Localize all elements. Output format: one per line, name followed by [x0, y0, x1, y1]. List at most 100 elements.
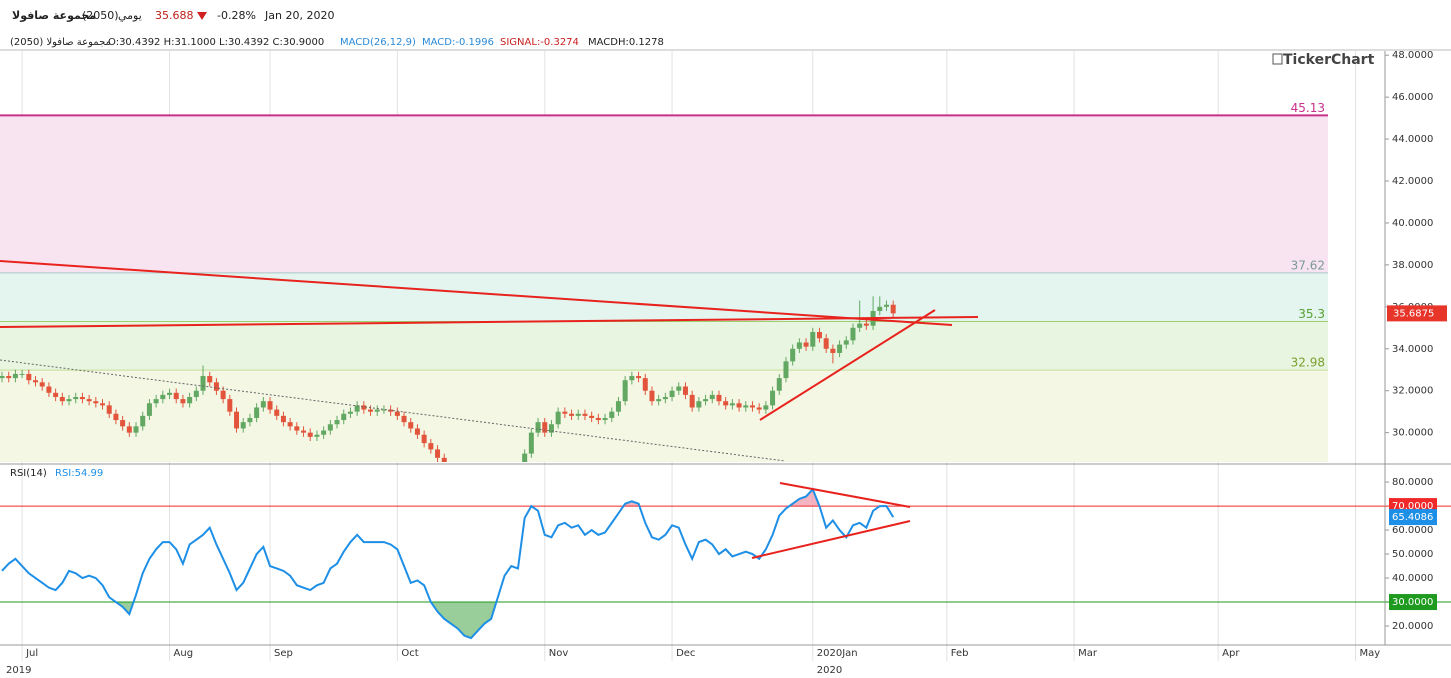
candle-body [120, 420, 126, 427]
candle-body [0, 376, 5, 379]
candle-body [368, 409, 374, 412]
candle-body [575, 413, 581, 416]
candle-body [59, 396, 65, 402]
y-tick-label: 30.0000 [1392, 428, 1433, 439]
trend-line [779, 482, 911, 508]
period: يومي [118, 9, 142, 22]
rsi-label: 65.4086 [1392, 512, 1433, 523]
level-band [0, 321, 1328, 371]
level-label: 45.13 [1291, 101, 1325, 115]
trend-line [751, 520, 911, 559]
candle-body [106, 405, 112, 414]
year-label: 2020 [817, 665, 842, 676]
candle-body [354, 405, 360, 412]
candle-body [602, 417, 608, 421]
candle-body [629, 376, 635, 381]
y-tick-label: 80.0000 [1392, 477, 1433, 488]
candle-body [850, 327, 856, 341]
candle-body [615, 401, 621, 412]
candle-body [729, 403, 735, 406]
candle-body [213, 382, 219, 391]
candle-body [790, 348, 796, 362]
level-label: 70.0000 [1392, 501, 1433, 512]
candle-body [703, 399, 709, 402]
candle-body [555, 411, 561, 425]
candles [0, 296, 896, 497]
candle-body [260, 401, 266, 408]
stock-name: مجموعة صافولا [12, 9, 96, 22]
candle-body [482, 493, 487, 497]
year-label: 2019 [6, 665, 31, 676]
candle-body [126, 426, 132, 433]
rsi-label-box [1389, 509, 1437, 526]
candle-body [823, 338, 829, 349]
candle-body [73, 396, 79, 400]
x-tick-label: May [1360, 648, 1381, 659]
level-label: 35.3 [1298, 307, 1325, 321]
candle-body [19, 373, 25, 375]
rsi-reading: RSI:54.99 [55, 468, 103, 479]
rsi-name: RSI(14) [10, 468, 47, 479]
y-tick-label: 20.0000 [1392, 621, 1433, 632]
rsi-drawings [751, 482, 911, 559]
x-tick-label: Oct [401, 648, 418, 659]
candle-body [234, 411, 240, 429]
candle-body [200, 376, 206, 391]
level-label-box [1389, 594, 1437, 611]
candle-body [173, 392, 179, 400]
candle-body [609, 411, 615, 418]
x-tick-label: Apr [1222, 648, 1240, 659]
candle-body [448, 466, 453, 474]
candle-body [495, 483, 500, 491]
candle-body [709, 394, 715, 400]
change: -0.28% [217, 9, 256, 22]
macd: MACD:-0.1996 [422, 37, 494, 48]
plots [0, 296, 1385, 640]
candle-body [180, 399, 186, 404]
stock-code: (2050) [82, 9, 119, 22]
candle-body [636, 376, 642, 379]
y-tick-label: 42.0000 [1392, 176, 1433, 187]
candle-body [475, 489, 480, 493]
trend-line [0, 316, 979, 328]
date: Jan 20, 2020 [264, 9, 334, 22]
candle-body [796, 342, 802, 349]
candle-body [716, 394, 722, 402]
candle-body [522, 453, 528, 462]
candle-body [763, 405, 769, 410]
candle-body [414, 428, 420, 435]
level-band [0, 370, 1328, 462]
candle-body [301, 430, 307, 433]
candle-body [455, 475, 460, 479]
candle-body [770, 390, 776, 406]
candle-body [776, 378, 782, 391]
candle-body [307, 432, 313, 437]
candle-body [341, 413, 347, 421]
candle-body [167, 392, 173, 395]
candle-body [314, 434, 320, 437]
x-tick-label: Nov [549, 648, 569, 659]
signal: SIGNAL:-0.3274 [500, 37, 579, 48]
level-label: 32.98 [1291, 356, 1325, 370]
x-tick-label: Mar [1078, 648, 1098, 659]
candle-body [254, 407, 260, 418]
candle-body [39, 382, 45, 387]
candle-body [696, 401, 702, 408]
candle-body [489, 491, 494, 497]
candle-body [515, 470, 520, 478]
candle-body [401, 415, 407, 423]
candle-body [662, 396, 668, 400]
candle-body [622, 380, 628, 402]
info-name: مجموعة صافولا (2050) [10, 37, 111, 48]
candle-body [656, 399, 662, 402]
candle-body [100, 403, 106, 406]
candle-body [749, 405, 755, 408]
candle-body [227, 399, 233, 412]
candle-body [441, 457, 447, 462]
x-tick-label: Aug [174, 648, 194, 659]
candle-body [689, 394, 695, 408]
y-tick-label: 46.0000 [1392, 92, 1433, 103]
y-tick-label: 50.0000 [1392, 549, 1433, 560]
candle-body [595, 417, 601, 421]
